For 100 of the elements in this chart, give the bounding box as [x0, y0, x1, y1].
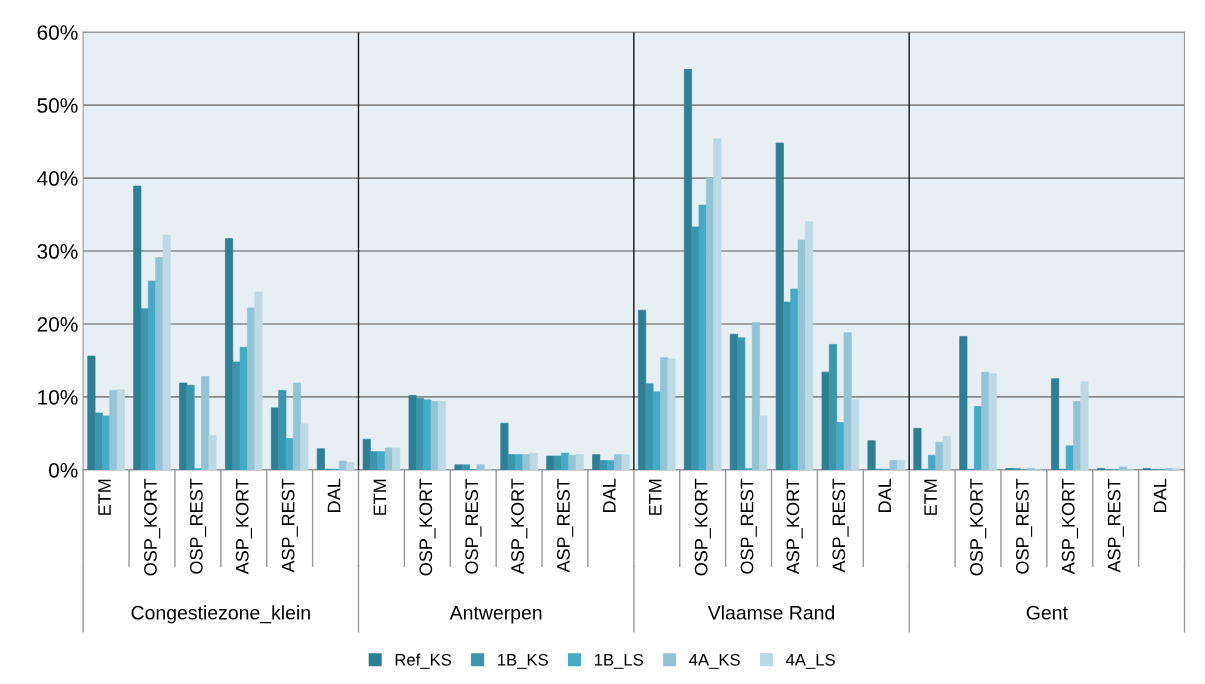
- x-tick-label: OSP_KORT: [144, 478, 161, 576]
- y-tick-label: 20%: [37, 316, 78, 332]
- bar: [500, 422, 509, 470]
- bar: [507, 454, 516, 470]
- x-tick-label: OSP_REST: [1015, 478, 1033, 574]
- bar: [408, 395, 417, 470]
- bar: [638, 309, 647, 470]
- bar: [621, 454, 630, 470]
- legend-label: 1B_LS: [594, 653, 643, 669]
- x-tick-label: OSP_KORT: [419, 478, 436, 576]
- x-tick-label: ASP_REST: [557, 478, 574, 573]
- x-tick-label: ETM: [373, 479, 387, 515]
- bar: [828, 344, 838, 470]
- bar: [667, 358, 676, 470]
- bar: [225, 238, 234, 470]
- bar: [575, 454, 584, 470]
- x-tick-label: ETM: [649, 479, 662, 515]
- bar: [614, 454, 623, 470]
- bar: [851, 399, 860, 470]
- bar: [522, 454, 531, 470]
- bar: [1051, 378, 1060, 470]
- bar: [1065, 445, 1074, 470]
- bar: [1080, 381, 1089, 470]
- bar: [889, 460, 898, 470]
- bar: [805, 221, 814, 470]
- y-tick-label: 50%: [37, 98, 78, 113]
- bar: [362, 438, 371, 470]
- bar: [546, 455, 555, 470]
- bar: [515, 454, 524, 470]
- bar: [751, 322, 760, 470]
- legend-label: 4A_LS: [785, 653, 835, 669]
- bar: [797, 239, 806, 470]
- bar: [292, 382, 302, 470]
- bar: [599, 460, 608, 470]
- x-tick-label: DAL: [1153, 478, 1167, 512]
- x-tick-label: OSP_REST: [189, 478, 207, 574]
- bar: [384, 447, 393, 470]
- x-tick-label: ETM: [924, 479, 937, 515]
- x-tick-label: ETM: [98, 479, 111, 515]
- x-tick-label: OSP_REST: [740, 478, 757, 574]
- bar: [133, 185, 142, 470]
- x-tick-label: DAL: [603, 478, 616, 512]
- bar: [239, 346, 248, 470]
- bar: [737, 337, 746, 470]
- y-tick-label: 10%: [38, 389, 78, 405]
- bar: [208, 435, 217, 470]
- x-tick-label: OSP_KORT: [970, 478, 987, 576]
- bar: [1119, 466, 1128, 470]
- bar: [201, 376, 210, 470]
- bar: [988, 373, 997, 470]
- x-tick-label: ASP_KORT: [235, 478, 253, 575]
- bar: [896, 460, 905, 470]
- x-tick-label: ASP_REST: [832, 478, 849, 573]
- x-tick-label: OSP_REST: [465, 478, 482, 574]
- bar: [285, 438, 294, 470]
- bar: [461, 464, 470, 470]
- text: Antwerpen: [449, 606, 542, 624]
- bar: [476, 464, 485, 470]
- y-tick-label: 30%: [37, 244, 78, 259]
- bar: [346, 462, 355, 470]
- x-tick-label: DAL: [878, 478, 891, 512]
- bar: [278, 390, 287, 470]
- bar: [713, 138, 722, 470]
- x-tick-label: OSP_KORT: [694, 478, 711, 576]
- y-tick-label: 0%: [48, 462, 78, 478]
- bar: [140, 308, 149, 470]
- bar: [683, 69, 692, 470]
- bar: [759, 415, 768, 470]
- y-tick-label: 60%: [37, 25, 78, 40]
- bar: [560, 452, 570, 470]
- bar: [186, 384, 195, 470]
- bar: [645, 383, 654, 470]
- x-tick-label: ASP_KORT: [786, 478, 803, 575]
- bar: [87, 355, 96, 470]
- legend-label: Ref_KS: [395, 653, 452, 669]
- bar: [698, 204, 707, 470]
- bar: [162, 234, 171, 470]
- x-tick-label: ASP_REST: [281, 478, 298, 573]
- bar: [94, 412, 103, 470]
- legend-label: 1B_KS: [498, 653, 548, 669]
- bar: [821, 371, 830, 470]
- x-tick-label: ASP_KORT: [511, 478, 528, 575]
- y-tick-label: 40%: [37, 171, 78, 186]
- bar: [913, 427, 922, 470]
- bar: [959, 336, 968, 470]
- bar: [254, 291, 263, 470]
- bar: [437, 400, 447, 470]
- x-tick-label: ASP_REST: [1107, 478, 1124, 573]
- bar: [116, 389, 125, 470]
- text: Gent: [1026, 605, 1068, 620]
- bar: [454, 464, 463, 470]
- bar: [843, 332, 852, 470]
- bar: [392, 447, 401, 470]
- text: Vlaamse Rand: [707, 605, 835, 620]
- bar: [775, 142, 784, 470]
- text: Congestiezone_klein: [131, 605, 310, 624]
- bar: [592, 454, 601, 470]
- x-tick-label: ASP_KORT: [1061, 478, 1079, 575]
- bar: [867, 440, 876, 470]
- bar: [529, 452, 538, 470]
